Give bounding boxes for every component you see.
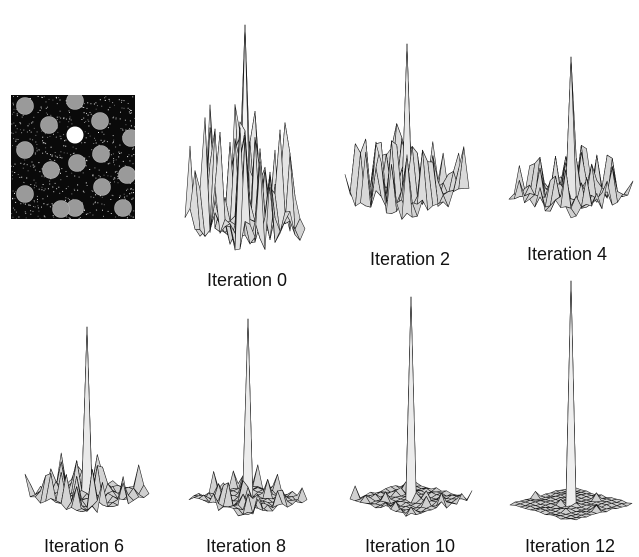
surface-plot-iteration-8 (184, 300, 312, 522)
surface-plot-iteration-10 (345, 280, 477, 520)
surface-plot-iteration-12 (505, 266, 637, 524)
input-image-thumbnail (11, 95, 135, 219)
caption-iteration-6: Iteration 6 (44, 536, 124, 557)
surface-plot-iteration-6 (20, 305, 154, 520)
caption-iteration-2: Iteration 2 (370, 249, 450, 270)
surface-plot-iteration-4 (504, 35, 638, 225)
caption-iteration-8: Iteration 8 (206, 536, 286, 557)
caption-iteration-0: Iteration 0 (207, 270, 287, 291)
target-disk (67, 127, 84, 144)
caption-iteration-10: Iteration 10 (365, 536, 455, 557)
surface-plot-iteration-2 (340, 30, 474, 230)
caption-iteration-12: Iteration 12 (525, 536, 615, 557)
surface-plot-iteration-0 (180, 8, 310, 268)
caption-iteration-4: Iteration 4 (527, 244, 607, 265)
